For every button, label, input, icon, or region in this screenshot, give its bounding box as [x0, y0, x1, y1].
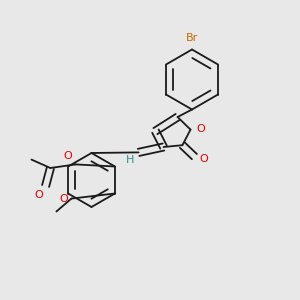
- Text: O: O: [59, 194, 68, 204]
- Text: O: O: [64, 152, 73, 161]
- Text: Br: Br: [186, 33, 198, 43]
- Text: H: H: [126, 155, 134, 165]
- Text: O: O: [199, 154, 208, 164]
- Text: O: O: [196, 124, 205, 134]
- Text: O: O: [34, 190, 43, 200]
